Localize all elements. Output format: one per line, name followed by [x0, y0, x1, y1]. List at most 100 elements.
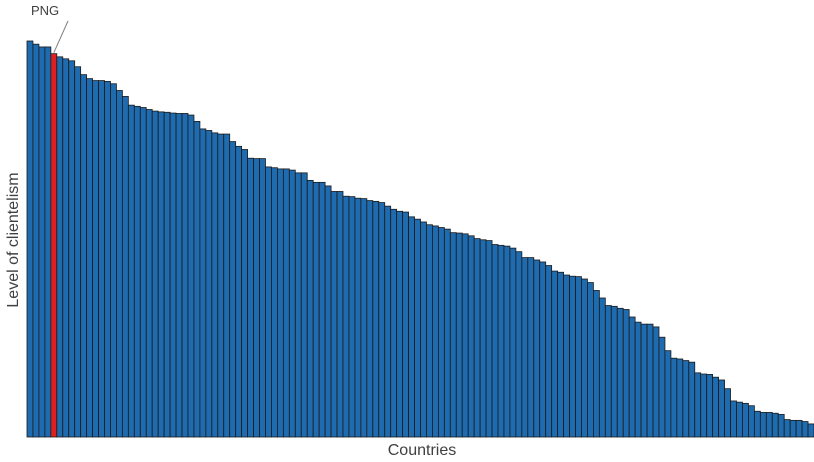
bar — [181, 113, 189, 438]
bar — [443, 228, 451, 438]
bar — [205, 130, 213, 438]
bar — [706, 374, 714, 438]
bar — [74, 66, 82, 438]
bar — [229, 141, 237, 438]
bar — [485, 240, 493, 438]
bar — [402, 211, 409, 438]
bar — [765, 412, 773, 438]
bar — [461, 233, 469, 438]
bar — [92, 80, 99, 438]
bar — [616, 307, 624, 438]
bar — [604, 305, 612, 438]
bar — [247, 157, 254, 438]
bar — [479, 239, 487, 438]
bar — [235, 145, 243, 438]
bar — [736, 401, 743, 438]
bar — [354, 197, 362, 438]
bar — [288, 169, 296, 438]
bar — [396, 210, 404, 438]
bar — [539, 261, 547, 438]
bar — [670, 357, 678, 438]
bar — [449, 232, 457, 438]
bar — [318, 181, 326, 438]
bar — [718, 379, 725, 438]
bar — [324, 185, 332, 438]
bar — [133, 105, 141, 438]
bar — [622, 309, 630, 438]
bar — [414, 218, 421, 438]
bar — [545, 265, 553, 438]
bar — [217, 133, 225, 438]
bar — [658, 336, 666, 438]
bar — [38, 46, 46, 438]
bar — [390, 208, 398, 438]
bar — [610, 305, 618, 438]
y-axis-label-box: Level of clientelism — [4, 172, 24, 307]
bar — [587, 282, 594, 438]
bar — [730, 400, 737, 438]
bars-group — [26, 40, 814, 438]
bar — [652, 326, 660, 438]
bar — [437, 227, 445, 438]
bar — [551, 270, 559, 438]
bar-highlighted-png — [50, 53, 58, 438]
bar — [277, 168, 284, 438]
bar — [44, 46, 52, 438]
x-axis-label: Countries — [387, 442, 457, 459]
bar — [282, 168, 290, 438]
bar — [628, 316, 636, 438]
bar — [455, 232, 463, 438]
bar — [753, 410, 761, 438]
bar — [116, 90, 123, 438]
bar — [593, 290, 600, 438]
bar — [253, 158, 260, 438]
bar — [807, 423, 814, 438]
bar — [378, 202, 386, 438]
bar — [104, 80, 111, 438]
bar — [712, 376, 720, 438]
bar — [664, 350, 672, 438]
bar — [646, 323, 654, 438]
bar — [634, 321, 642, 438]
bar — [265, 166, 272, 438]
bar — [193, 120, 201, 438]
bar — [503, 245, 511, 438]
bar — [682, 360, 690, 438]
bar — [581, 278, 588, 438]
bar — [694, 372, 702, 438]
bar — [127, 104, 135, 438]
bar — [801, 421, 809, 438]
bar — [473, 238, 481, 438]
bar — [223, 133, 231, 438]
bar — [169, 112, 177, 438]
bar — [199, 128, 207, 438]
bar — [294, 172, 302, 438]
y-axis-label: Level of clientelism — [5, 172, 22, 308]
bar — [724, 388, 731, 438]
bar — [598, 297, 606, 438]
bar — [771, 412, 779, 438]
bar — [68, 60, 76, 438]
bar — [62, 58, 70, 438]
bar — [759, 412, 767, 438]
bar — [432, 225, 439, 438]
bar — [521, 257, 529, 438]
bar — [32, 43, 40, 438]
bar — [527, 257, 535, 438]
bar — [139, 107, 147, 438]
bar — [163, 111, 171, 438]
bar — [700, 373, 708, 438]
bar — [312, 181, 320, 438]
bar — [408, 216, 415, 438]
bar — [98, 80, 105, 438]
bar — [676, 358, 684, 438]
bar — [515, 251, 523, 438]
bar — [342, 195, 350, 438]
bar — [688, 361, 696, 438]
png-annotation-leader — [53, 20, 69, 53]
bar — [306, 179, 314, 438]
bar — [742, 402, 749, 438]
bar — [121, 96, 129, 438]
bar — [151, 110, 159, 438]
